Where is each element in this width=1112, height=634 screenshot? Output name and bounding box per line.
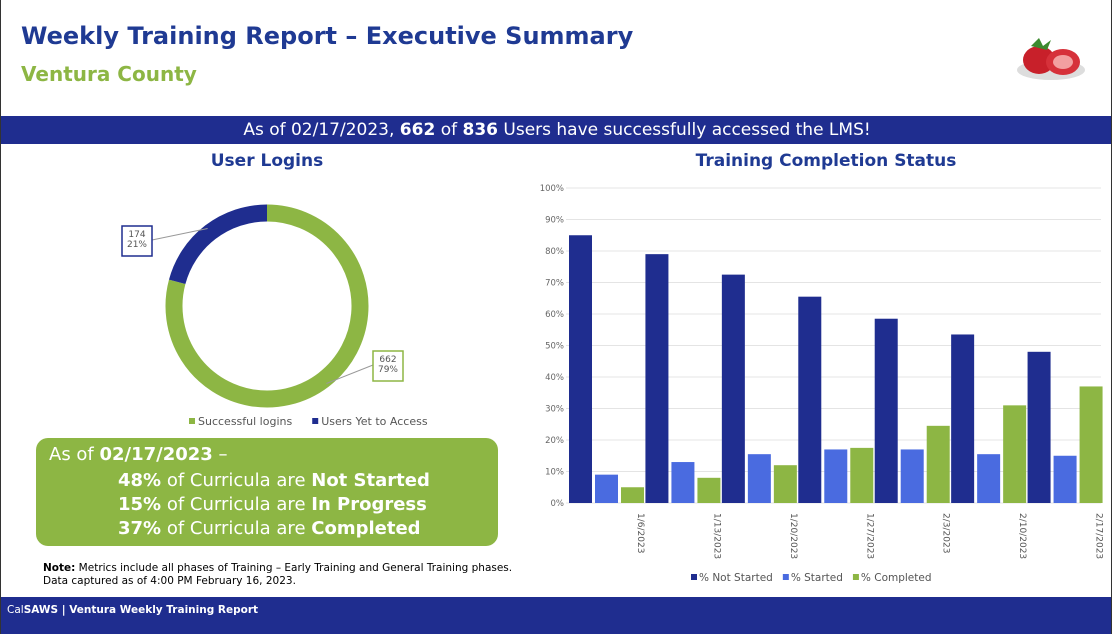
text-run: As of bbox=[49, 444, 100, 465]
note: Note: Metrics include all phases of Trai… bbox=[43, 562, 523, 588]
y-tick-label: 80% bbox=[545, 247, 564, 257]
text-run: of Curricula are bbox=[161, 470, 312, 491]
bar bbox=[1053, 455, 1077, 503]
bar bbox=[1003, 405, 1027, 503]
text-run: 48% bbox=[118, 470, 162, 491]
footer: CalSAWS | Ventura Weekly Training Report bbox=[1, 597, 1111, 634]
summary-box: As of 02/17/2023 – 48% of Curricula are N… bbox=[36, 438, 498, 546]
summary-line: As of 02/17/2023 – bbox=[49, 444, 228, 465]
text-run: Not Started bbox=[311, 470, 430, 491]
x-tick-label: 2/10/2023 bbox=[1017, 513, 1027, 559]
legend-swatch bbox=[782, 574, 789, 580]
chart-title: Training Completion Status bbox=[696, 151, 957, 171]
bar bbox=[1027, 351, 1051, 503]
leader-line bbox=[151, 228, 208, 241]
y-tick-label: 70% bbox=[545, 279, 564, 289]
text-run: Users have successfully accessed the LMS… bbox=[498, 120, 871, 140]
bar bbox=[747, 454, 771, 503]
legend-swatch bbox=[691, 574, 697, 580]
y-tick-label: 90% bbox=[545, 216, 564, 226]
text-run: As of 02/17/2023, bbox=[243, 120, 400, 140]
bar bbox=[569, 235, 592, 503]
leader-line bbox=[326, 364, 374, 384]
bar bbox=[824, 449, 848, 503]
strawberry-logo bbox=[1017, 38, 1085, 80]
summary-line: 37% of Curricula are Completed bbox=[118, 518, 421, 539]
y-tick-label: 30% bbox=[545, 405, 564, 415]
bar bbox=[951, 334, 975, 503]
bar bbox=[798, 296, 822, 503]
bar bbox=[621, 487, 644, 503]
text-run: 15% bbox=[118, 494, 162, 515]
bar-chart: Training Completion Status 0% 10% 20% 30% 40%… bbox=[540, 151, 1104, 584]
summary-line: 15% of Curricula are In Progress bbox=[118, 494, 427, 515]
legend-swatch bbox=[852, 574, 859, 580]
text-run: 836 bbox=[462, 120, 499, 140]
y-tick-label: 20% bbox=[545, 436, 564, 446]
bar bbox=[900, 449, 924, 503]
text-run: Note: bbox=[43, 562, 76, 574]
data-label: 79% bbox=[378, 365, 398, 375]
summary-line: 48% of Curricula are Not Started bbox=[118, 470, 430, 491]
data-label: 21% bbox=[127, 240, 147, 250]
title: Weekly Training Report – Executive Summa… bbox=[21, 22, 634, 50]
y-tick-label: 10% bbox=[545, 468, 564, 478]
banner: As of 02/17/2023, 662 of 836 Users have … bbox=[1, 116, 1111, 144]
bar bbox=[645, 254, 669, 503]
data-label: 662 bbox=[379, 355, 396, 365]
text-run: In Progress bbox=[311, 494, 427, 515]
text-run: Cal bbox=[7, 604, 24, 616]
legend-label: % Completed bbox=[861, 572, 932, 584]
legend-swatch bbox=[189, 418, 195, 424]
legend-label: % Not Started bbox=[699, 572, 773, 584]
x-tick-label: 1/6/2023 bbox=[635, 513, 645, 553]
x-tick-label: 2/3/2023 bbox=[941, 513, 951, 553]
bar bbox=[595, 474, 618, 503]
bar bbox=[721, 274, 745, 503]
y-tick-label: 0% bbox=[551, 499, 565, 509]
text-run: of bbox=[435, 120, 463, 140]
bar bbox=[850, 447, 874, 503]
text-run: SAWS bbox=[23, 604, 59, 616]
donut-segment bbox=[165, 204, 369, 408]
text-run: | Ventura Weekly Training Report bbox=[58, 604, 259, 616]
text-run: Completed bbox=[311, 518, 421, 539]
legend-label: Users Yet to Access bbox=[321, 415, 428, 428]
y-tick-label: 60% bbox=[545, 310, 564, 320]
y-tick-label: 100% bbox=[540, 184, 564, 194]
x-tick-label: 2/17/2023 bbox=[1094, 513, 1104, 559]
text-run: 662 bbox=[399, 120, 436, 140]
donut-segment bbox=[168, 204, 268, 285]
chart-title: User Logins bbox=[211, 151, 323, 171]
text-run: of Curricula are bbox=[161, 494, 312, 515]
bar bbox=[926, 425, 950, 503]
bar bbox=[874, 318, 898, 503]
bar bbox=[671, 462, 695, 503]
text-run: of Curricula are bbox=[161, 518, 312, 539]
legend-label: Successful logins bbox=[198, 415, 292, 428]
text-run: – bbox=[212, 444, 228, 465]
text-run: 37% bbox=[118, 518, 162, 539]
bar bbox=[773, 465, 797, 503]
bar bbox=[1079, 386, 1103, 503]
x-tick-label: 1/13/2023 bbox=[711, 513, 721, 559]
text-run: Metrics include all phases of Training –… bbox=[43, 562, 513, 587]
label-box bbox=[372, 350, 404, 382]
y-tick-label: 50% bbox=[545, 342, 564, 352]
data-label: 174 bbox=[128, 230, 145, 240]
x-tick-label: 1/27/2023 bbox=[864, 513, 874, 559]
subtitle: Ventura County bbox=[21, 62, 197, 86]
label-box bbox=[121, 225, 153, 257]
bar bbox=[697, 477, 721, 503]
bar bbox=[977, 454, 1001, 503]
y-tick-label: 40% bbox=[545, 373, 564, 383]
x-tick-label: 1/20/2023 bbox=[788, 513, 798, 559]
legend-swatch bbox=[312, 418, 319, 424]
legend-label: % Started bbox=[791, 572, 843, 584]
text-run: 02/17/2023 bbox=[99, 444, 213, 465]
